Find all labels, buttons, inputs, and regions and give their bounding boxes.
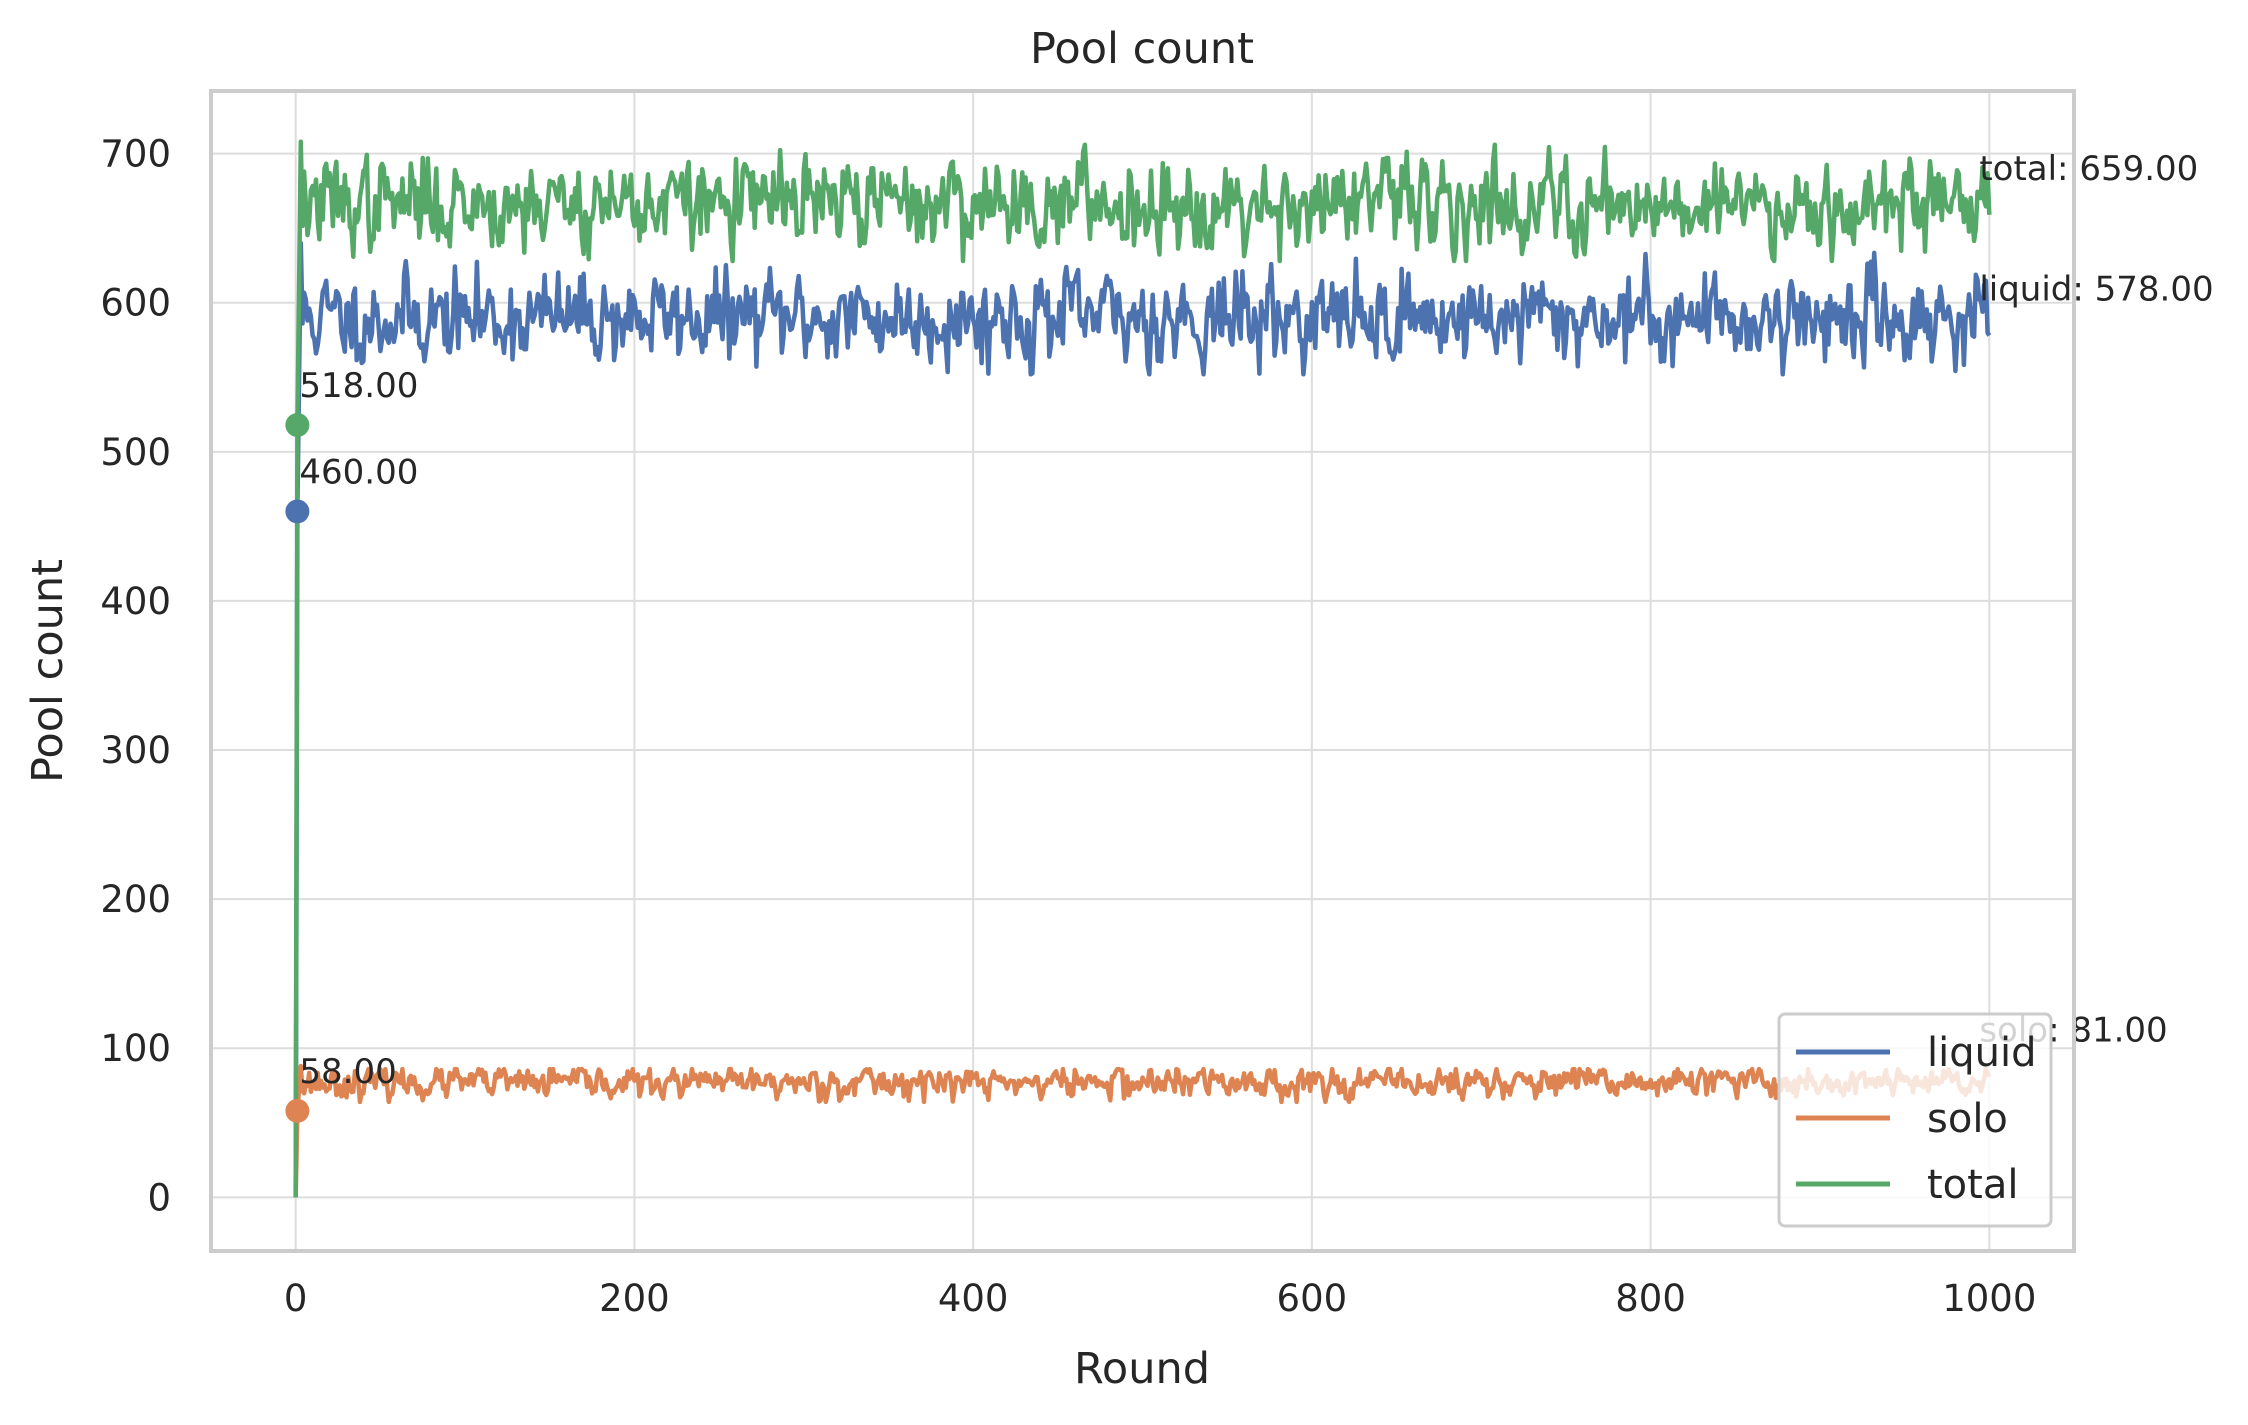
- y-tick-label: 300: [100, 729, 171, 772]
- legend-label-solo: solo: [1927, 1096, 2008, 1142]
- start-marker-solo: [285, 1098, 310, 1123]
- x-tick-label: 600: [1277, 1277, 1348, 1320]
- legend-label-total: total: [1927, 1162, 2018, 1208]
- legend: liquid solo total: [1777, 1012, 2053, 1228]
- x-tick-label: 400: [938, 1277, 1009, 1320]
- start-label-solo: 58.00: [299, 1052, 396, 1092]
- y-tick-label: 400: [100, 580, 171, 623]
- start-label-total: 518.00: [299, 366, 418, 406]
- y-tick-label: 700: [100, 133, 171, 176]
- x-tick-label: 800: [1615, 1277, 1686, 1320]
- x-tick-label: 200: [599, 1277, 670, 1320]
- legend-label-liquid: liquid: [1927, 1030, 2036, 1076]
- series-line-liquid: [293, 240, 1992, 1198]
- plot-frame: [209, 89, 2076, 1253]
- legend-box: [1777, 1012, 2053, 1228]
- end-label-liquid: liquid: 578.00: [1979, 270, 2213, 310]
- start-marker-total: [285, 412, 310, 437]
- series-line-solo: [293, 1063, 1992, 1198]
- chart-title: Pool count: [1030, 24, 1254, 74]
- start-label-liquid: 460.00: [299, 452, 418, 492]
- y-axis-title: Pool count: [23, 559, 73, 783]
- y-tick-label: 100: [100, 1027, 171, 1070]
- end-label-total: total: 659.00: [1979, 149, 2198, 189]
- y-tick-label: 600: [100, 282, 171, 325]
- x-tick-label: 0: [284, 1277, 308, 1320]
- start-marker-liquid: [285, 499, 310, 524]
- y-tick-label: 500: [100, 431, 171, 474]
- x-axis-title: Round: [1074, 1344, 1210, 1394]
- y-tick-label: 200: [100, 878, 171, 921]
- x-tick-label: 1000: [1942, 1277, 2036, 1320]
- series-line-total: [293, 139, 1992, 1198]
- y-tick-label: 0: [147, 1176, 171, 1219]
